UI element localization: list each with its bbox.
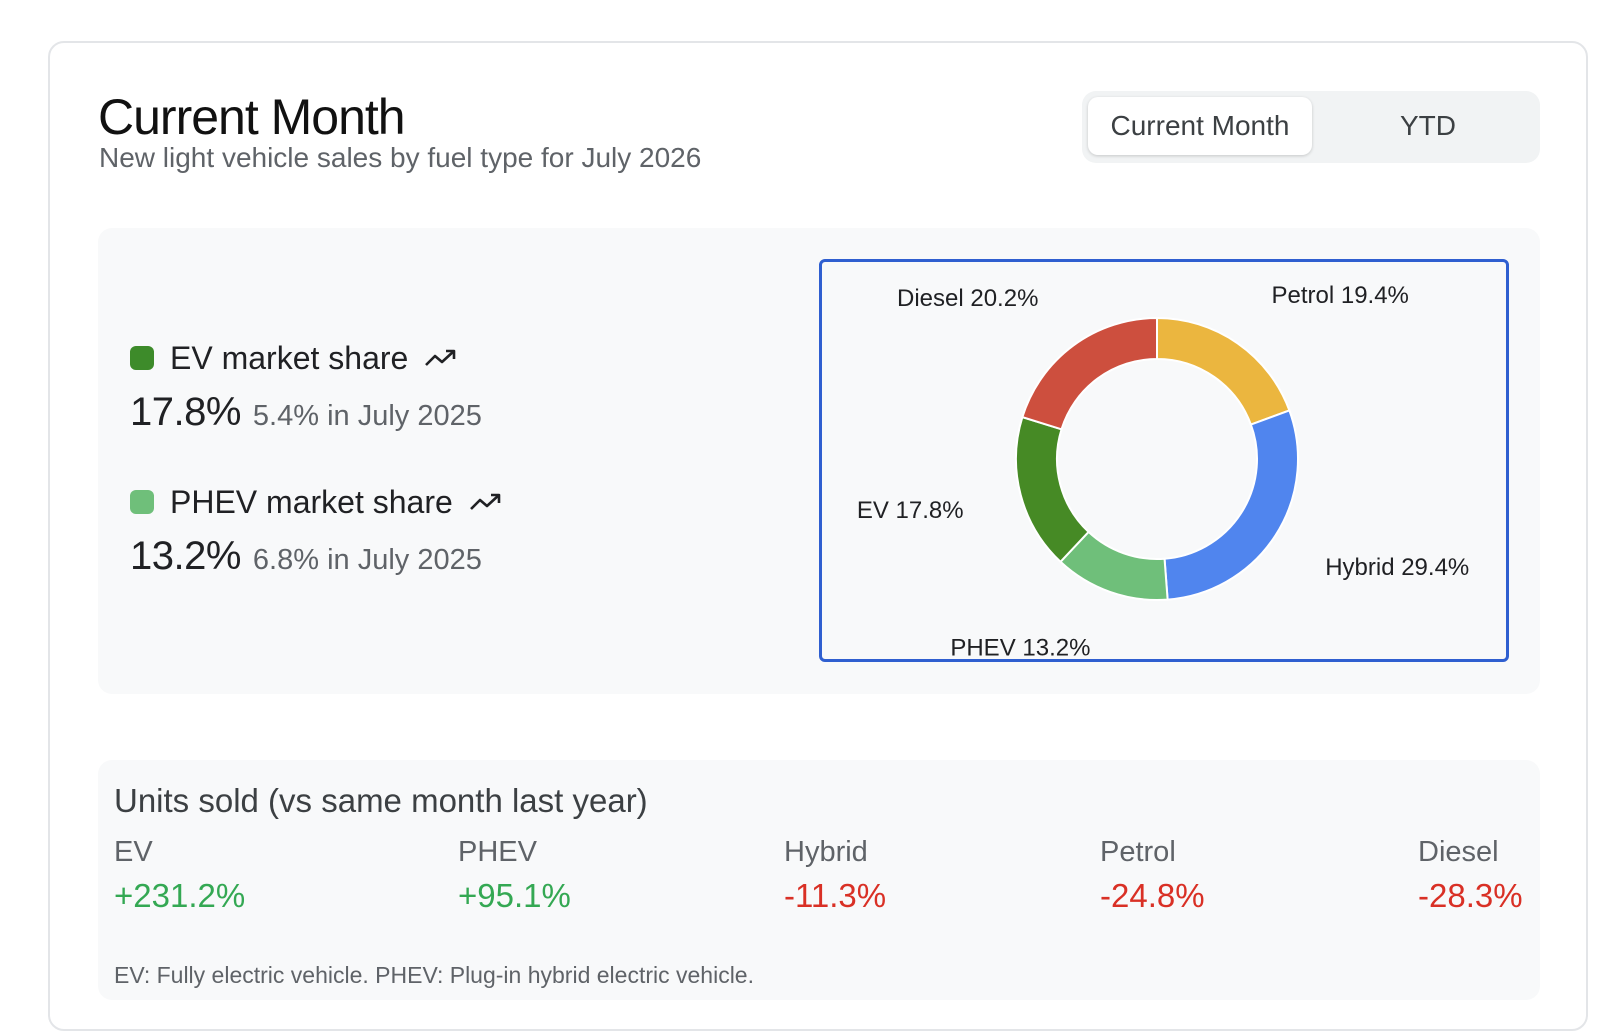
phev-market-share-value: 13.2% [130,534,241,578]
donut-label-ev: EV 17.8% [857,497,964,524]
units-hybrid: Hybrid -11.3% [784,836,886,915]
units-petrol-change: -24.8% [1100,877,1205,914]
page-title: Current Month [98,89,406,145]
units-petrol-name: Petrol [1100,836,1176,868]
ytd-toggle-button[interactable]: YTD [1322,97,1534,155]
units-hybrid-change: -11.3% [784,877,887,914]
phev-market-share-metric: PHEV market share 13.2% 6.8% in July 202… [130,480,503,579]
units-hybrid-name: Hybrid [784,836,868,868]
units-phev: PHEV +95.1% [458,836,571,915]
donut-label-hybrid: Hybrid 29.4% [1325,554,1469,581]
units-ev: EV +231.2% [114,836,245,915]
ev-market-share-metric: EV market share 17.8% 5.4% in July 2025 [130,336,482,435]
fuel-type-donut-chart: Petrol 19.4% Hybrid 29.4% PHEV 13.2% EV 17.… [819,259,1509,662]
donut-slice-petrol[interactable] [1156,316,1291,426]
units-phev-name: PHEV [458,836,537,868]
donut-chart-svg: Petrol 19.4% Hybrid 29.4% PHEV 13.2% EV 17.… [857,282,1469,659]
phev-market-share-label: PHEV market share [170,483,453,520]
ev-market-share-label: EV market share [170,339,409,376]
trending-up-icon [469,493,501,510]
units-phev-change: +95.1% [458,877,571,914]
donut-slice-hybrid[interactable] [1163,409,1299,601]
phev-legend-swatch [130,490,154,514]
units-footnote: EV: Fully electric vehicle. PHEV: Plug-i… [114,962,754,988]
units-ev-name: EV [114,836,153,868]
ev-legend-swatch [130,346,154,370]
units-diesel-change: -28.3% [1418,877,1523,914]
units-sold-title: Units sold (vs same month last year) [114,782,648,819]
period-toggle: Current Month YTD [1082,91,1540,163]
page-subtitle: New light vehicle sales by fuel type for… [99,142,702,173]
units-ev-change: +231.2% [114,877,246,914]
phev-previous-share: 6.8% in July 2025 [252,544,482,576]
donut-label-petrol: Petrol 19.4% [1271,282,1408,309]
ev-market-share-value: 17.8% [130,390,241,434]
units-sold-panel: Units sold (vs same month last year) EV … [98,760,1540,1000]
donut-label-diesel: Diesel 20.2% [897,285,1038,312]
units-diesel: Diesel -28.3% [1418,836,1523,915]
trending-up-icon [425,349,456,366]
units-diesel-name: Diesel [1418,836,1499,868]
current-month-toggle-button[interactable]: Current Month [1088,97,1312,155]
donut-label-phev: PHEV 13.2% [950,635,1090,659]
units-petrol: Petrol -24.8% [1100,836,1205,915]
donut-slice-ev[interactable] [1015,415,1090,564]
donut-slice-diesel[interactable] [1021,316,1158,431]
ev-previous-share: 5.4% in July 2025 [252,400,482,432]
